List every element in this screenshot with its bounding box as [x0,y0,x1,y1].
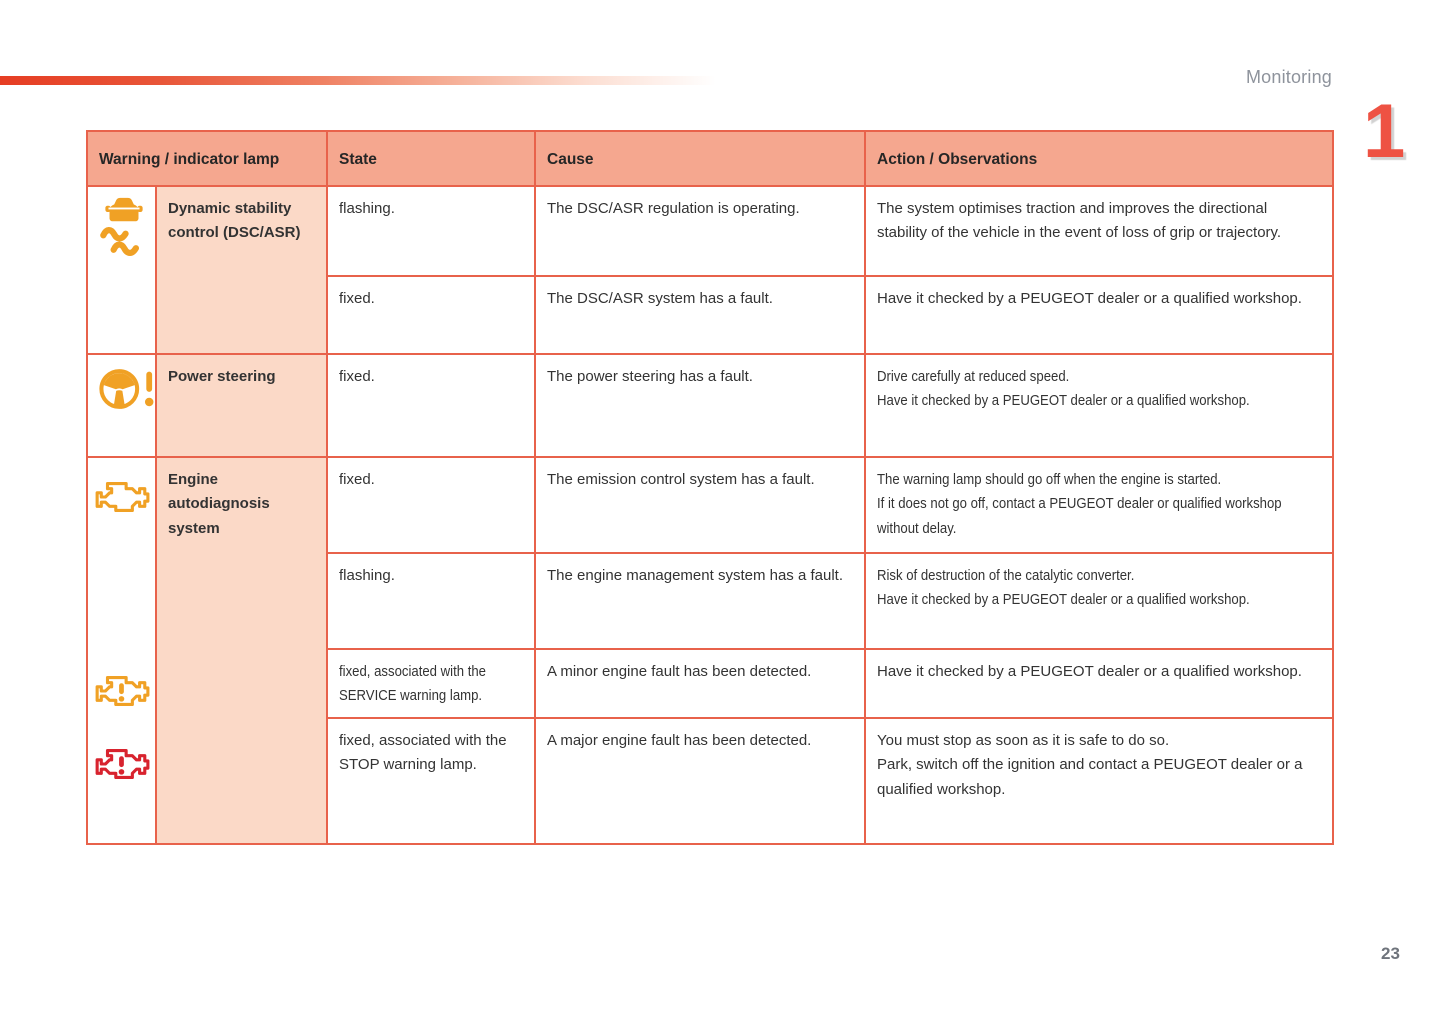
action-cell: Drive carefully at reduced speed. Have i… [864,353,1334,459]
engine-minor-fault-lamp-icon [95,676,149,707]
power-steering-warning-lamp-icon [99,369,154,409]
state-cell: flashing. [326,185,536,278]
table-row: Engine autodiagnosis system fixed. The e… [86,456,1334,846]
engine-autodiagnosis-lamp-icon [95,482,149,513]
cause-cell: The DSC/ASR regulation is operating. [534,185,866,278]
state-cell: fixed. [326,275,536,356]
running-header: Monitoring [1245,67,1332,87]
col-header-state: State [326,129,536,188]
state-cell: fixed, associated with the STOP warning … [326,717,536,846]
table-row: flashing. The engine management system h… [87,552,1334,651]
table-row: Power steering fixed. The power steering… [86,353,1334,459]
cause-cell: The power steering has a fault. [534,353,866,459]
decorative-gradient-rule [0,76,716,85]
lamp-name: Power steering [155,353,328,459]
table-header-row: Warning / indicator lamp State Cause Act… [86,129,1334,188]
chapter-number: 1 [1363,89,1406,174]
cause-cell: A major engine fault has been detected. [534,717,866,846]
warning-lamp-table: Warning / indicator lamp State Cause Act… [86,129,1334,846]
state-cell: fixed, associated with the SERVICE warni… [326,648,536,720]
lamp-icon-cell [86,456,157,846]
lamp-icon-cell [86,353,157,459]
lamp-name: Dynamic stability control (DSC/ASR) [155,185,328,356]
col-header-action: Action / Observations [864,129,1334,188]
table-row: fixed. The DSC/ASR system has a fault. H… [87,275,1334,356]
lamp-name: Engine autodiagnosis system [155,456,328,846]
action-cell: The system optimises traction and improv… [864,185,1334,278]
state-cell: fixed. [326,456,536,555]
action-cell: You must stop as soon as it is safe to d… [864,717,1334,846]
col-header-lamp: Warning / indicator lamp [86,129,328,188]
cause-cell: The emission control system has a fault. [534,456,866,555]
page-number: 23 [1381,944,1400,963]
table-row: fixed, associated with the STOP warning … [87,717,1334,846]
action-cell: Have it checked by a PEUGEOT dealer or a… [864,275,1334,356]
engine-major-fault-lamp-icon [95,749,149,780]
action-cell: Have it checked by a PEUGEOT dealer or a… [864,648,1334,720]
dsc-asr-warning-lamp-icon [100,197,143,257]
cause-cell: The DSC/ASR system has a fault. [534,275,866,356]
state-cell: flashing. [326,552,536,651]
table-row: fixed, associated with the SERVICE warni… [87,648,1334,720]
state-cell: fixed. [326,353,536,459]
cause-cell: The engine management system has a fault… [534,552,866,651]
col-header-cause: Cause [534,129,866,188]
action-cell: Risk of destruction of the catalytic con… [864,552,1334,651]
cause-cell: A minor engine fault has been detected. [534,648,866,720]
table-row: Dynamic stability control (DSC/ASR) flas… [86,185,1334,356]
lamp-icon-cell [86,185,157,356]
action-cell: The warning lamp should go off when the … [864,456,1334,555]
